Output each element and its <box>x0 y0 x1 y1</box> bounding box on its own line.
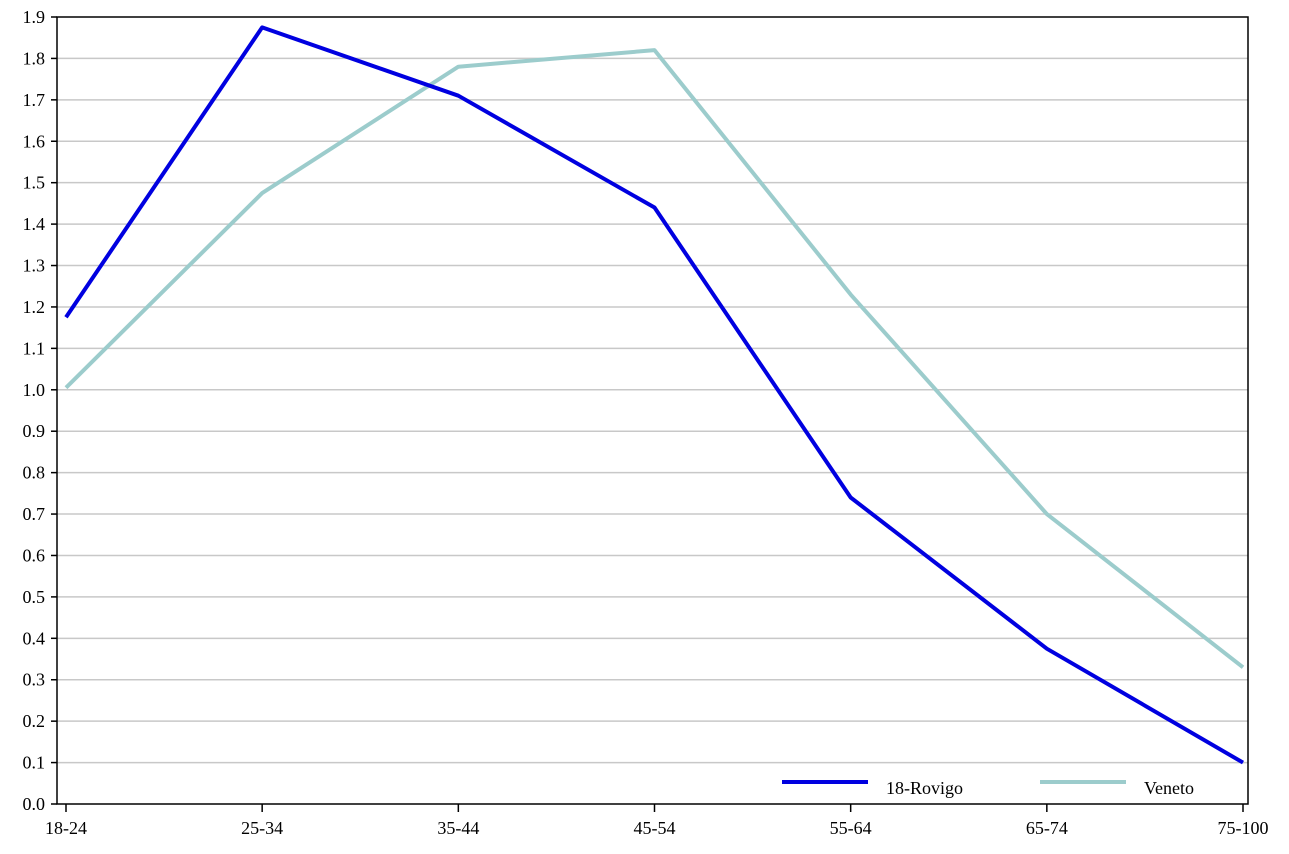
series-line-18-rovigo <box>64 25 1245 765</box>
x-tick-label: 18-24 <box>45 818 87 838</box>
y-tick-label: 0.7 <box>23 504 46 524</box>
x-tick-label: 65-74 <box>1026 818 1068 838</box>
y-tick-labels: 0.0 0.1 0.2 0.3 0.4 0.5 0.6 0.7 0.8 0.9 1.0 1.1 1.2 1… <box>23 7 46 814</box>
legend-label: Veneto <box>1144 778 1194 798</box>
x-tick-labels: 18-24 25-34 35-44 45-54 55-64 65-74 75-100 <box>45 818 1269 838</box>
y-tick-label: 0.5 <box>23 587 46 607</box>
y-tick-label: 0.0 <box>23 794 46 814</box>
x-tick-label: 75-100 <box>1218 818 1269 838</box>
axes <box>51 16 1249 812</box>
y-tick-label: 0.4 <box>23 628 46 648</box>
series-line-veneto <box>64 48 1245 669</box>
y-tick-label: 1.1 <box>23 338 46 358</box>
y-tick-label: 1.3 <box>23 256 46 276</box>
legend-label: 18-Rovigo <box>886 778 963 798</box>
x-tick-label: 45-54 <box>634 818 676 838</box>
x-tick-label: 25-34 <box>241 818 283 838</box>
y-tick-label: 0.6 <box>23 545 46 565</box>
y-tick-label: 1.2 <box>23 297 46 317</box>
x-tick-label: 35-44 <box>437 818 479 838</box>
y-tick-label: 1.0 <box>23 380 46 400</box>
grid-lines <box>57 57 1248 764</box>
y-tick-label: 0.9 <box>23 421 46 441</box>
y-tick-label: 0.2 <box>23 711 46 731</box>
y-tick-label: 1.4 <box>23 214 46 234</box>
y-tick-label: 0.1 <box>23 753 46 773</box>
y-tick-label: 0.8 <box>23 463 46 483</box>
series-lines <box>64 25 1245 765</box>
legend: 18-Rovigo Veneto <box>782 778 1194 798</box>
y-tick-label: 1.8 <box>23 48 46 68</box>
y-tick-label: 1.6 <box>23 131 46 151</box>
y-tick-label: 1.5 <box>23 173 46 193</box>
x-tick-label: 55-64 <box>830 818 872 838</box>
y-tick-label: 1.9 <box>23 7 46 27</box>
y-tick-label: 0.3 <box>23 670 46 690</box>
plot-frame <box>56 16 1249 805</box>
y-tick-label: 1.7 <box>23 90 46 110</box>
